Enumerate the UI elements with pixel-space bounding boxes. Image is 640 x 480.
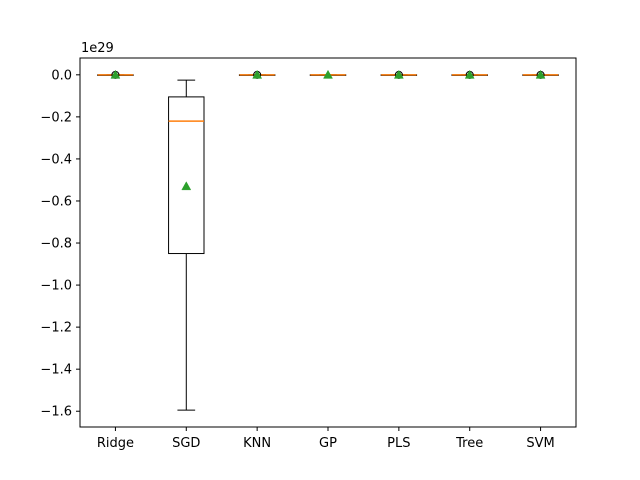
x-tick-label-knn: KNN [243,436,271,451]
y-tick-label-3: −0.6 [40,194,72,209]
x-tick-label-svm: SVM [526,436,554,451]
plot-area [79,57,577,428]
y-tick-label-6: −1.2 [40,321,72,336]
y-axis-exponent-label: 1e29 [81,41,114,56]
box-sgd [168,96,205,255]
y-axis: 0.0 −0.2 −0.4 −0.6 −0.8 −1.0 −1.2 −1.4 −1.6 [40,68,80,420]
y-tick-label-1: −0.2 [40,110,72,125]
y-tick-label-0: 0.0 [51,68,72,83]
x-axis: Ridge SGD KNN GP PLS Tree SVM [97,427,555,451]
x-tick-label-tree: Tree [455,436,483,451]
y-tick-label-2: −0.4 [40,152,72,167]
mean-marker-knn [252,69,263,79]
y-tick-label-8: −1.6 [40,405,72,420]
x-tick-label-pls: PLS [387,436,410,451]
y-tick-label-7: −1.4 [40,363,72,378]
x-tick-label-sgd: SGD [172,436,200,451]
x-tick-label-gp: GP [319,436,337,451]
y-tick-label-5: −1.0 [40,279,72,294]
mean-marker-tree [464,69,475,79]
mean-marker-svm [535,69,546,79]
mean-marker-pls [393,69,404,79]
mean-marker-sgd [181,181,192,191]
axes-frame [79,57,577,428]
mean-marker-gp [323,69,333,79]
x-tick-label-ridge: Ridge [97,436,134,451]
y-tick-label-4: −0.8 [40,237,72,252]
mean-marker-ridge [110,69,121,79]
